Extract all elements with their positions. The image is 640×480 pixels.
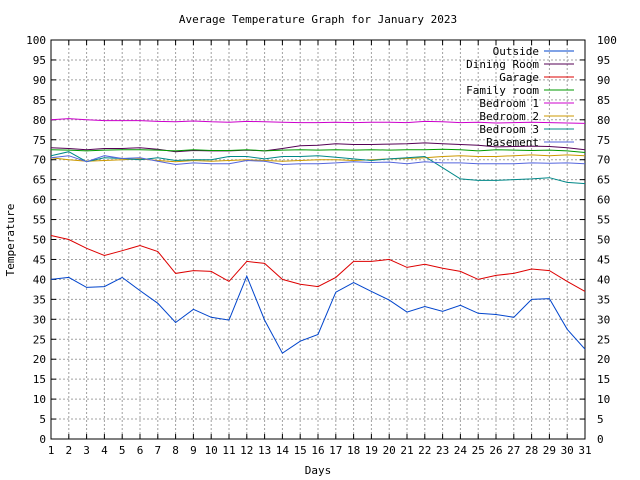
y-tick-label-right: 95 xyxy=(597,54,610,67)
x-tick-label: 19 xyxy=(365,444,378,457)
x-tick-label: 29 xyxy=(543,444,556,457)
y-tick-label: 45 xyxy=(33,253,46,266)
x-tick-label: 23 xyxy=(436,444,449,457)
x-tick-label: 10 xyxy=(205,444,218,457)
legend-label: Dining Room xyxy=(466,58,539,71)
x-tick-label: 28 xyxy=(525,444,538,457)
y-tick-label: 80 xyxy=(33,114,46,127)
x-tick-label: 15 xyxy=(294,444,307,457)
y-tick-label: 10 xyxy=(33,393,46,406)
y-tick-label-right: 100 xyxy=(597,34,617,47)
y-tick-label-right: 80 xyxy=(597,114,610,127)
legend-label: Bedroom 1 xyxy=(479,97,539,110)
x-tick-label: 7 xyxy=(154,444,161,457)
y-tick-label: 70 xyxy=(33,154,46,167)
x-tick-label: 21 xyxy=(400,444,413,457)
y-tick-label: 0 xyxy=(39,433,46,446)
y-tick-label-right: 70 xyxy=(597,154,610,167)
y-tick-label: 100 xyxy=(26,34,46,47)
series-line-basement xyxy=(50,155,586,166)
x-tick-label: 14 xyxy=(276,444,290,457)
y-tick-label-right: 5 xyxy=(597,413,604,426)
x-tick-label: 31 xyxy=(578,444,591,457)
series-line-outside xyxy=(50,274,586,354)
series-line-bedroom-1 xyxy=(50,118,586,124)
y-tick-label-right: 85 xyxy=(597,94,610,107)
y-tick-label: 65 xyxy=(33,174,46,187)
y-axis-label: Temperature xyxy=(4,204,17,277)
x-tick-label: 11 xyxy=(222,444,235,457)
x-tick-label: 6 xyxy=(137,444,144,457)
y-tick-label: 40 xyxy=(33,273,46,286)
y-tick-label-right: 75 xyxy=(597,134,610,147)
y-tick-label: 95 xyxy=(33,54,46,67)
grid xyxy=(51,40,585,439)
series-line-garage xyxy=(50,235,586,292)
x-tick-label: 24 xyxy=(454,444,468,457)
legend-label: Outside xyxy=(493,45,539,58)
x-tick-label: 26 xyxy=(489,444,502,457)
y-tick-label-right: 25 xyxy=(597,333,610,346)
x-tick-label: 20 xyxy=(383,444,396,457)
x-tick-label: 30 xyxy=(561,444,574,457)
x-tick-label: 4 xyxy=(101,444,108,457)
y-tick-label: 85 xyxy=(33,94,46,107)
y-tick-label: 5 xyxy=(39,413,46,426)
x-tick-label: 3 xyxy=(83,444,90,457)
x-tick-label: 25 xyxy=(472,444,485,457)
y-tick-label-right: 15 xyxy=(597,373,610,386)
x-tick-label: 9 xyxy=(190,444,197,457)
x-tick-label: 18 xyxy=(347,444,360,457)
x-tick-label: 22 xyxy=(418,444,431,457)
y-tick-label: 30 xyxy=(33,313,46,326)
legend-label: Basement xyxy=(486,136,539,149)
x-tick-label: 1 xyxy=(48,444,55,457)
legend-label: Bedroom 3 xyxy=(479,123,539,136)
x-tick-label: 17 xyxy=(329,444,342,457)
y-tick-label: 15 xyxy=(33,373,46,386)
y-tick-label: 90 xyxy=(33,74,46,87)
y-tick-label: 60 xyxy=(33,194,46,207)
series-lines xyxy=(50,118,586,354)
y-tick-label: 35 xyxy=(33,293,46,306)
y-tick-label: 50 xyxy=(33,234,46,247)
legend-label: Bedroom 2 xyxy=(479,110,539,123)
x-tick-label: 16 xyxy=(311,444,324,457)
y-tick-label-right: 60 xyxy=(597,194,610,207)
y-tick-label-right: 30 xyxy=(597,313,610,326)
y-tick-label-right: 0 xyxy=(597,433,604,446)
x-tick-label: 8 xyxy=(172,444,179,457)
chart-title: Average Temperature Graph for January 20… xyxy=(179,13,457,26)
y-tick-label: 20 xyxy=(33,353,46,366)
y-tick-label: 25 xyxy=(33,333,46,346)
y-tick-label-right: 10 xyxy=(597,393,610,406)
legend-label: Family room xyxy=(466,84,539,97)
series-line-bedroom-2 xyxy=(50,154,586,163)
y-tick-label-right: 90 xyxy=(597,74,610,87)
y-tick-label: 75 xyxy=(33,134,46,147)
x-tick-label: 27 xyxy=(507,444,520,457)
y-tick-label-right: 45 xyxy=(597,253,610,266)
y-tick-label-right: 40 xyxy=(597,273,610,286)
y-tick-label-right: 65 xyxy=(597,174,610,187)
y-tick-label-right: 55 xyxy=(597,214,610,227)
x-tick-label: 12 xyxy=(240,444,253,457)
series-line-bedroom-3 xyxy=(50,151,586,185)
legend-label: Garage xyxy=(499,71,539,84)
x-axis-label: Days xyxy=(305,464,332,477)
x-tick-label: 2 xyxy=(65,444,72,457)
y-tick-label-right: 35 xyxy=(597,293,610,306)
series-line-family-room xyxy=(50,148,586,153)
y-tick-label-right: 20 xyxy=(597,353,610,366)
x-tick-label: 5 xyxy=(119,444,126,457)
series-line-dining-room xyxy=(50,142,586,153)
x-tick-label: 13 xyxy=(258,444,271,457)
y-tick-label: 55 xyxy=(33,214,46,227)
y-tick-label-right: 50 xyxy=(597,234,610,247)
